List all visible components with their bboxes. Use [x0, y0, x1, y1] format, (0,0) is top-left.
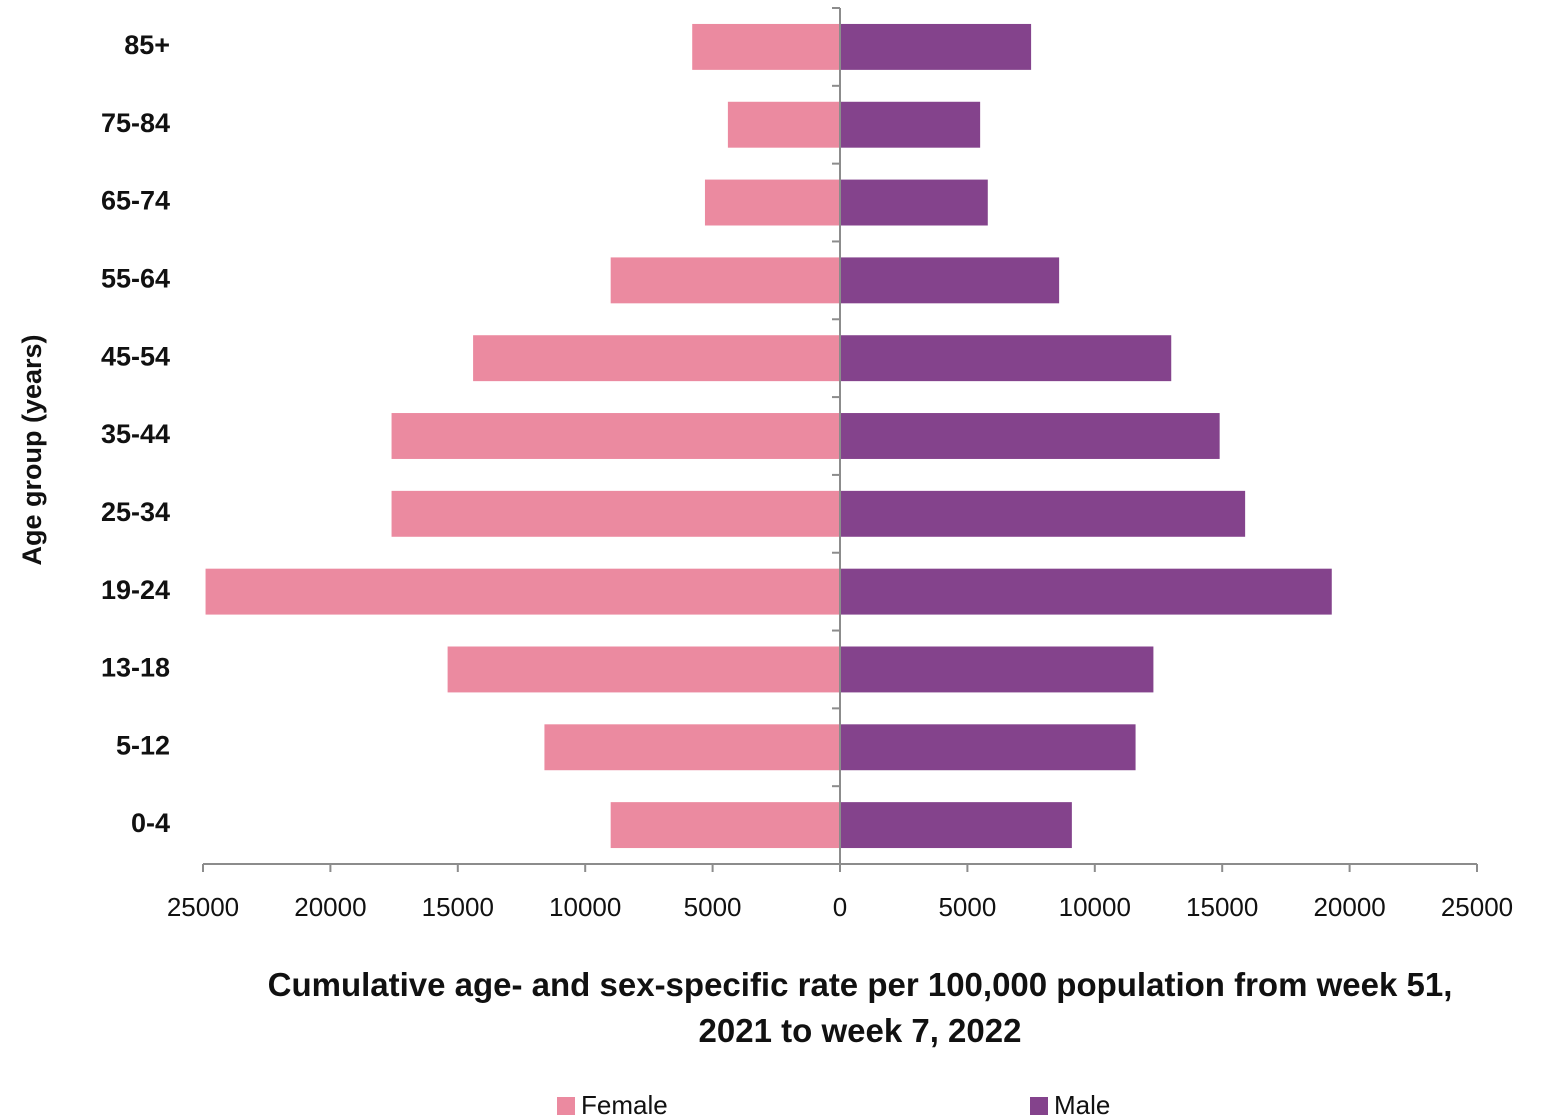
bar — [692, 23, 840, 70]
bar — [840, 490, 1246, 537]
legend-swatch — [557, 1097, 575, 1115]
x-tick-label: 20000 — [1313, 892, 1385, 922]
bar — [840, 413, 1220, 459]
x-axis-title: Cumulative age- and sex-specific rate pe… — [267, 966, 1453, 1049]
bar — [840, 179, 988, 226]
x-tick-label: 15000 — [422, 892, 494, 922]
bar — [610, 802, 840, 849]
x-tick-label: 5000 — [938, 892, 996, 922]
bar — [840, 257, 1060, 304]
y-tick-label: 13-18 — [101, 653, 170, 683]
y-axis-title: Age group (years) — [17, 334, 47, 565]
bar — [447, 646, 840, 693]
x-tick-label: 0 — [833, 892, 847, 922]
y-tick-label: 65-74 — [101, 186, 170, 216]
bar — [727, 101, 840, 148]
x-tick-label: 15000 — [1186, 892, 1258, 922]
bar — [391, 490, 840, 537]
bar — [840, 802, 1072, 849]
bar — [840, 335, 1172, 382]
x-tick-label: 25000 — [167, 892, 239, 922]
y-tick-label: 0-4 — [131, 808, 170, 838]
bar — [840, 724, 1136, 771]
y-tick-label: 55-64 — [101, 263, 170, 293]
bar — [840, 101, 981, 148]
y-tick-label: 85+ — [124, 30, 170, 60]
bar — [610, 257, 840, 304]
y-tick-label: 75-84 — [101, 108, 170, 138]
x-tick-label: 10000 — [549, 892, 621, 922]
y-tick-label: 19-24 — [101, 575, 170, 605]
legend-label: Female — [581, 1090, 668, 1120]
bar — [544, 724, 840, 771]
bar — [473, 335, 840, 382]
x-tick-label: 10000 — [1059, 892, 1131, 922]
bar — [840, 568, 1332, 615]
y-tick-label: 25-34 — [101, 497, 170, 527]
legend-swatch — [1030, 1097, 1048, 1115]
bar — [205, 568, 841, 615]
legend-label: Male — [1054, 1090, 1110, 1120]
x-tick-label: 20000 — [294, 892, 366, 922]
bar — [840, 23, 1032, 70]
y-tick-label: 45-54 — [101, 341, 170, 371]
y-tick-label: 5-12 — [116, 730, 170, 760]
bar — [840, 646, 1154, 693]
bar — [391, 413, 840, 459]
x-tick-label: 25000 — [1441, 892, 1513, 922]
bar — [704, 179, 840, 226]
y-tick-label: 35-44 — [101, 419, 170, 449]
x-tick-label: 5000 — [684, 892, 742, 922]
